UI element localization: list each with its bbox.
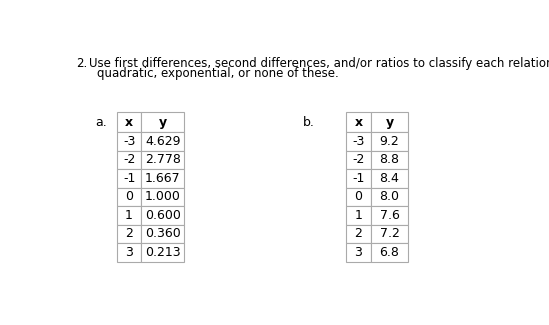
Text: x: x — [355, 116, 362, 129]
Text: quadratic, exponential, or none of these.: quadratic, exponential, or none of these… — [97, 67, 339, 80]
Bar — [142, 225, 184, 243]
Bar — [346, 169, 371, 188]
Text: 3: 3 — [125, 246, 133, 259]
Text: 1: 1 — [125, 209, 133, 222]
Text: 2.: 2. — [76, 57, 88, 70]
Text: x: x — [125, 116, 133, 129]
Text: 0: 0 — [355, 190, 362, 203]
Bar — [346, 132, 371, 151]
Text: 2.778: 2.778 — [145, 153, 181, 166]
Bar — [346, 188, 371, 206]
Bar — [346, 112, 371, 132]
Text: -2: -2 — [123, 153, 135, 166]
Text: 0.360: 0.360 — [145, 227, 181, 240]
Bar — [117, 206, 142, 225]
Text: 6.8: 6.8 — [379, 246, 400, 259]
Bar — [142, 169, 184, 188]
Text: -1: -1 — [352, 172, 365, 185]
Text: 2: 2 — [355, 227, 362, 240]
Bar — [371, 132, 408, 151]
Bar — [142, 151, 184, 169]
Text: 1.000: 1.000 — [145, 190, 181, 203]
Bar — [142, 132, 184, 151]
Bar — [117, 225, 142, 243]
Bar — [371, 169, 408, 188]
Bar — [117, 112, 142, 132]
Bar — [117, 169, 142, 188]
Text: 8.4: 8.4 — [379, 172, 400, 185]
Text: y: y — [159, 116, 167, 129]
Text: 0: 0 — [125, 190, 133, 203]
Text: 1: 1 — [355, 209, 362, 222]
Bar — [346, 243, 371, 262]
Text: 7.2: 7.2 — [379, 227, 400, 240]
Text: a.: a. — [95, 116, 107, 129]
Text: Use first differences, second differences, and/or ratios to classify each relati: Use first differences, second difference… — [89, 57, 549, 70]
Text: 8.0: 8.0 — [379, 190, 400, 203]
Bar — [371, 206, 408, 225]
Bar — [371, 188, 408, 206]
Bar — [117, 151, 142, 169]
Text: 9.2: 9.2 — [379, 135, 399, 148]
Bar — [117, 132, 142, 151]
Text: -2: -2 — [352, 153, 365, 166]
Bar — [346, 225, 371, 243]
Text: -3: -3 — [123, 135, 135, 148]
Bar — [142, 206, 184, 225]
Text: 0.600: 0.600 — [145, 209, 181, 222]
Bar — [142, 188, 184, 206]
Bar — [142, 112, 184, 132]
Text: 0.213: 0.213 — [145, 246, 181, 259]
Text: -1: -1 — [123, 172, 135, 185]
Text: 3: 3 — [355, 246, 362, 259]
Text: 7.6: 7.6 — [379, 209, 400, 222]
Text: -3: -3 — [352, 135, 365, 148]
Text: 8.8: 8.8 — [379, 153, 400, 166]
Text: 4.629: 4.629 — [145, 135, 181, 148]
Text: 2: 2 — [125, 227, 133, 240]
Bar — [142, 243, 184, 262]
Text: b.: b. — [302, 116, 315, 129]
Bar — [371, 225, 408, 243]
Bar — [371, 112, 408, 132]
Bar — [346, 151, 371, 169]
Bar — [371, 151, 408, 169]
Bar — [117, 243, 142, 262]
Text: 1.667: 1.667 — [145, 172, 181, 185]
Bar — [371, 243, 408, 262]
Bar — [346, 206, 371, 225]
Text: y: y — [385, 116, 394, 129]
Bar — [117, 188, 142, 206]
